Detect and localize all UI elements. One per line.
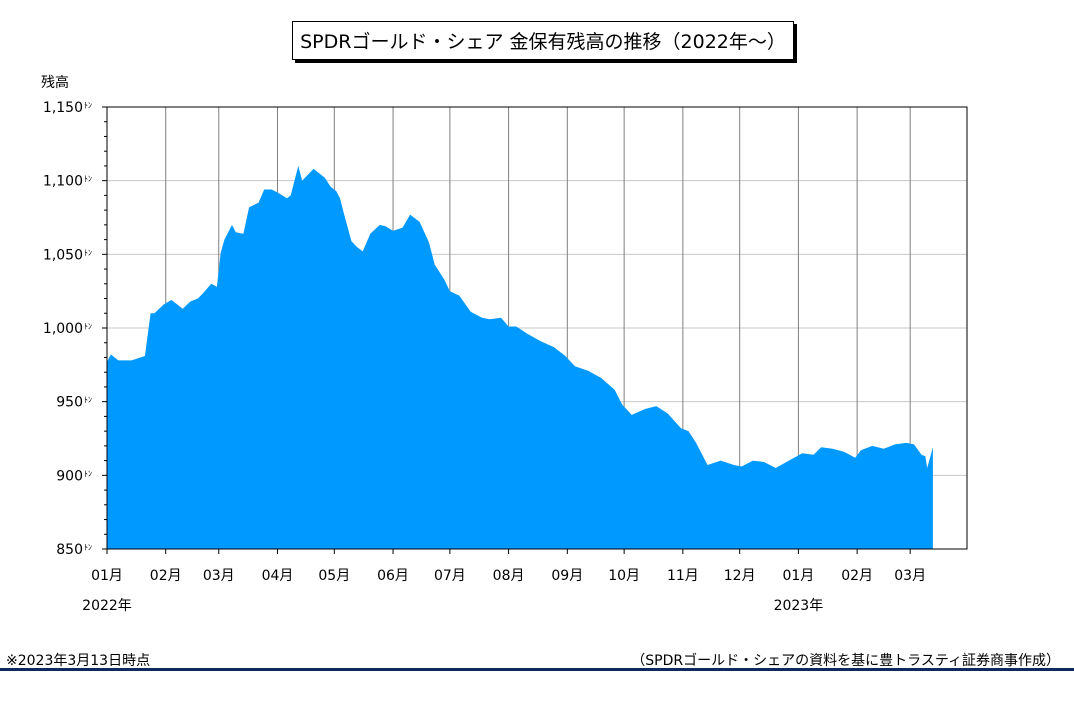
x-tick-label: 03月 (203, 568, 235, 584)
y-tick-unit: ﾄﾝ (84, 543, 92, 552)
y-tick-label: 1,150 (43, 100, 83, 116)
x-year-label: 2023年 (774, 598, 824, 614)
source-footnote: （SPDRゴールド・シェアの資料を基に豊トラスティ証券商事作成） (631, 653, 1060, 669)
y-tick-unit: ﾄﾝ (84, 101, 92, 110)
y-tick-unit: ﾄﾝ (84, 469, 92, 478)
chart-title: SPDRゴールド・シェア 金保有残高の推移（2022年～） (292, 21, 794, 60)
x-tick-label: 02月 (841, 568, 873, 584)
y-tick-label: 850 (56, 542, 83, 558)
x-tick-label: 06月 (377, 568, 409, 584)
x-tick-label: 01月 (91, 568, 123, 584)
x-tick-label: 05月 (318, 568, 350, 584)
as-of-footnote: ※2023年3月13日時点 (6, 653, 151, 669)
footer-divider (0, 668, 1074, 671)
x-tick-label: 07月 (434, 568, 466, 584)
y-tick-unit: ﾄﾝ (84, 322, 92, 331)
y-axis-label: 残高 (41, 74, 69, 91)
x-tick-label: 10月 (608, 568, 640, 584)
x-axis-ticks: 01月 02月 03月 04月 05月 06月 07月 08月 09月 10月 11月 12月 01月 0… (82, 549, 926, 614)
y-tick-label: 950 (56, 395, 83, 411)
holdings-area (107, 165, 933, 549)
x-tick-label: 02月 (150, 568, 182, 584)
x-tick-label: 03月 (894, 568, 926, 584)
y-tick-label: 900 (56, 468, 83, 484)
x-tick-label: 11月 (667, 568, 699, 584)
x-tick-label: 08月 (493, 568, 525, 584)
x-tick-label: 01月 (782, 568, 814, 584)
holdings-area-series (107, 165, 933, 549)
y-tick-unit: ﾄﾝ (84, 248, 92, 257)
x-tick-label: 09月 (551, 568, 583, 584)
y-tick-unit: ﾄﾝ (84, 175, 92, 184)
x-tick-label: 04月 (262, 568, 294, 584)
y-tick-unit: ﾄﾝ (84, 396, 92, 405)
x-tick-label: 12月 (724, 568, 756, 584)
y-tick-label: 1,000 (43, 321, 83, 337)
x-year-label: 2022年 (82, 598, 132, 614)
y-tick-label: 1,100 (43, 174, 83, 190)
y-tick-label: 1,050 (43, 247, 83, 263)
